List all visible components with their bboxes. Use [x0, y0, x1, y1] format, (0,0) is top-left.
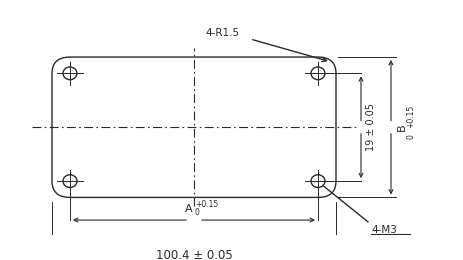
FancyBboxPatch shape: [52, 57, 335, 197]
Text: 0: 0: [194, 208, 200, 217]
Text: A: A: [185, 204, 193, 214]
Text: B: B: [396, 124, 406, 131]
Text: 100.4 ± 0.05: 100.4 ± 0.05: [155, 249, 232, 260]
Text: 0: 0: [406, 134, 414, 139]
Text: 19 ± 0.05: 19 ± 0.05: [365, 103, 375, 151]
Text: +0.15: +0.15: [406, 105, 414, 128]
Text: 4-M3: 4-M3: [370, 225, 396, 235]
Text: 4-R1.5: 4-R1.5: [206, 28, 239, 38]
Text: +0.15: +0.15: [194, 200, 218, 209]
